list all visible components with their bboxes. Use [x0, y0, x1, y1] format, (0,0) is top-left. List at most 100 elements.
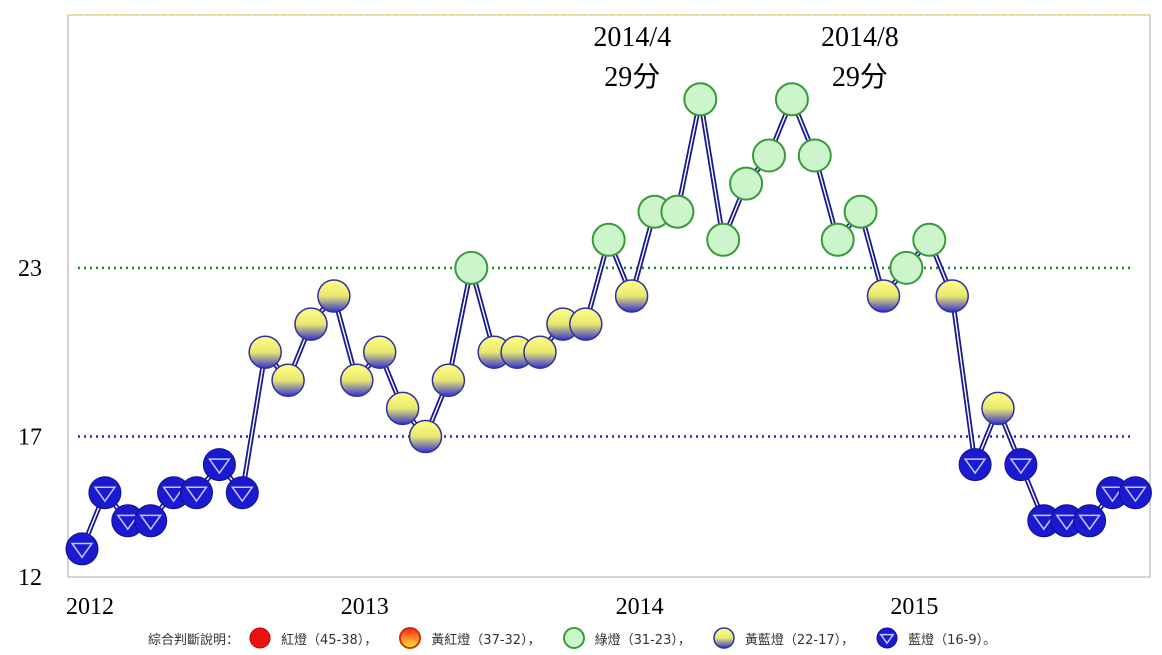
point [385, 391, 420, 426]
point [935, 279, 969, 313]
marker-yellow-blue [248, 335, 282, 369]
marker-blue [225, 476, 259, 510]
point [340, 363, 374, 398]
marker-yellow-blue [981, 391, 1015, 426]
legend-item: 黃紅燈（37-32）， [397, 626, 541, 650]
marker-green [660, 194, 695, 229]
marker-yellow-blue [866, 279, 901, 313]
marker-yellow-red [399, 627, 422, 649]
x-tick-label: 2012 [66, 594, 114, 620]
legend-label: 黃藍燈（22-17）， [744, 632, 855, 648]
marker-blue [180, 476, 213, 510]
point [774, 82, 809, 117]
y-tick-label: 17 [18, 425, 42, 451]
legend-title: 綜合判斷說明： [148, 632, 240, 648]
x-tick-label: 2013 [341, 594, 389, 620]
marker-triangle [879, 633, 895, 645]
marker-green [591, 222, 626, 257]
point [660, 194, 695, 229]
marker-blue [88, 476, 122, 510]
marker-yellow-blue [340, 363, 374, 398]
legend-item: 藍燈（16-9）。 [874, 626, 996, 650]
legend: 綜合判斷說明： 紅燈（45-38）， 黃紅燈（37-32）， 綠燈（31-23）， 黃… [148, 626, 996, 650]
x-tick-label: 2014 [616, 594, 664, 620]
point [569, 307, 603, 341]
marker-triangle [185, 486, 208, 503]
marker-blue [1073, 504, 1107, 538]
point [752, 138, 786, 173]
marker-yellow-blue [935, 279, 969, 313]
point [1004, 448, 1038, 482]
annotation: 2014/4 [593, 22, 671, 53]
legend-label: 綠燈（31-23）， [594, 632, 691, 648]
marker-triangle [1078, 514, 1101, 531]
point [523, 335, 557, 369]
point [1073, 504, 1107, 538]
point [317, 279, 351, 313]
marker-triangle [1124, 486, 1147, 503]
point [248, 335, 282, 369]
marker-triangle [1009, 458, 1033, 475]
legend-item: 紅燈（45-38）， [247, 626, 377, 650]
point [202, 448, 236, 482]
point [981, 391, 1015, 426]
marker-green [820, 222, 855, 257]
marker-red [249, 627, 271, 649]
point [180, 476, 213, 510]
annotation: 29分 [832, 62, 888, 93]
x-tick-label: 2015 [890, 594, 938, 620]
marker-green [912, 222, 947, 257]
marker-green [454, 250, 489, 285]
marker-yellow-blue [713, 627, 735, 649]
marker-blue [1118, 476, 1152, 510]
marker-yellow-blue [408, 419, 443, 454]
legend-icon [249, 627, 271, 649]
marker-green [797, 138, 832, 173]
marker-yellow-blue [523, 335, 557, 369]
marker-green [889, 250, 924, 285]
annotation: 2014/8 [821, 22, 899, 53]
point [1027, 504, 1061, 538]
legend-icon [562, 627, 585, 649]
marker-triangle [1032, 514, 1056, 531]
marker-triangle [1101, 486, 1124, 503]
marker-blue [1004, 448, 1038, 482]
marker-blue [958, 448, 992, 482]
marker-yellow-blue [569, 307, 603, 341]
marker-blue [134, 504, 168, 538]
legend-icon [876, 627, 898, 649]
point [866, 279, 901, 313]
point [614, 279, 649, 313]
marker-yellow-blue [362, 335, 397, 369]
marker-green [683, 82, 718, 117]
point [889, 250, 924, 285]
marker-green [729, 166, 764, 201]
point [1118, 476, 1152, 510]
point [134, 504, 168, 538]
marker-green [752, 138, 786, 173]
point [65, 532, 99, 566]
point [683, 82, 718, 117]
legend-icon [399, 627, 422, 649]
marker-triangle [116, 514, 140, 531]
point [225, 476, 259, 510]
legend-label: 藍燈（16-9）。 [908, 632, 997, 648]
point [454, 250, 489, 285]
y-tick-label: 23 [18, 256, 42, 282]
marker-green [843, 194, 878, 229]
point [843, 194, 878, 229]
marker-blue [65, 532, 99, 566]
chart: 12 17 23 2012 2013 2014 2015 2014/4 29分 2014/8 29分 [18, 14, 1152, 620]
marker-yellow-blue [431, 363, 466, 398]
point [820, 222, 855, 257]
legend-icon [713, 627, 735, 649]
point [912, 222, 947, 257]
marker-green [774, 82, 809, 117]
annotation: 29分 [604, 62, 660, 93]
point [294, 307, 328, 341]
marker-triangle [70, 542, 94, 559]
point [591, 222, 626, 257]
legend-label: 紅燈（45-38）， [281, 632, 378, 648]
marker-green [706, 222, 741, 257]
